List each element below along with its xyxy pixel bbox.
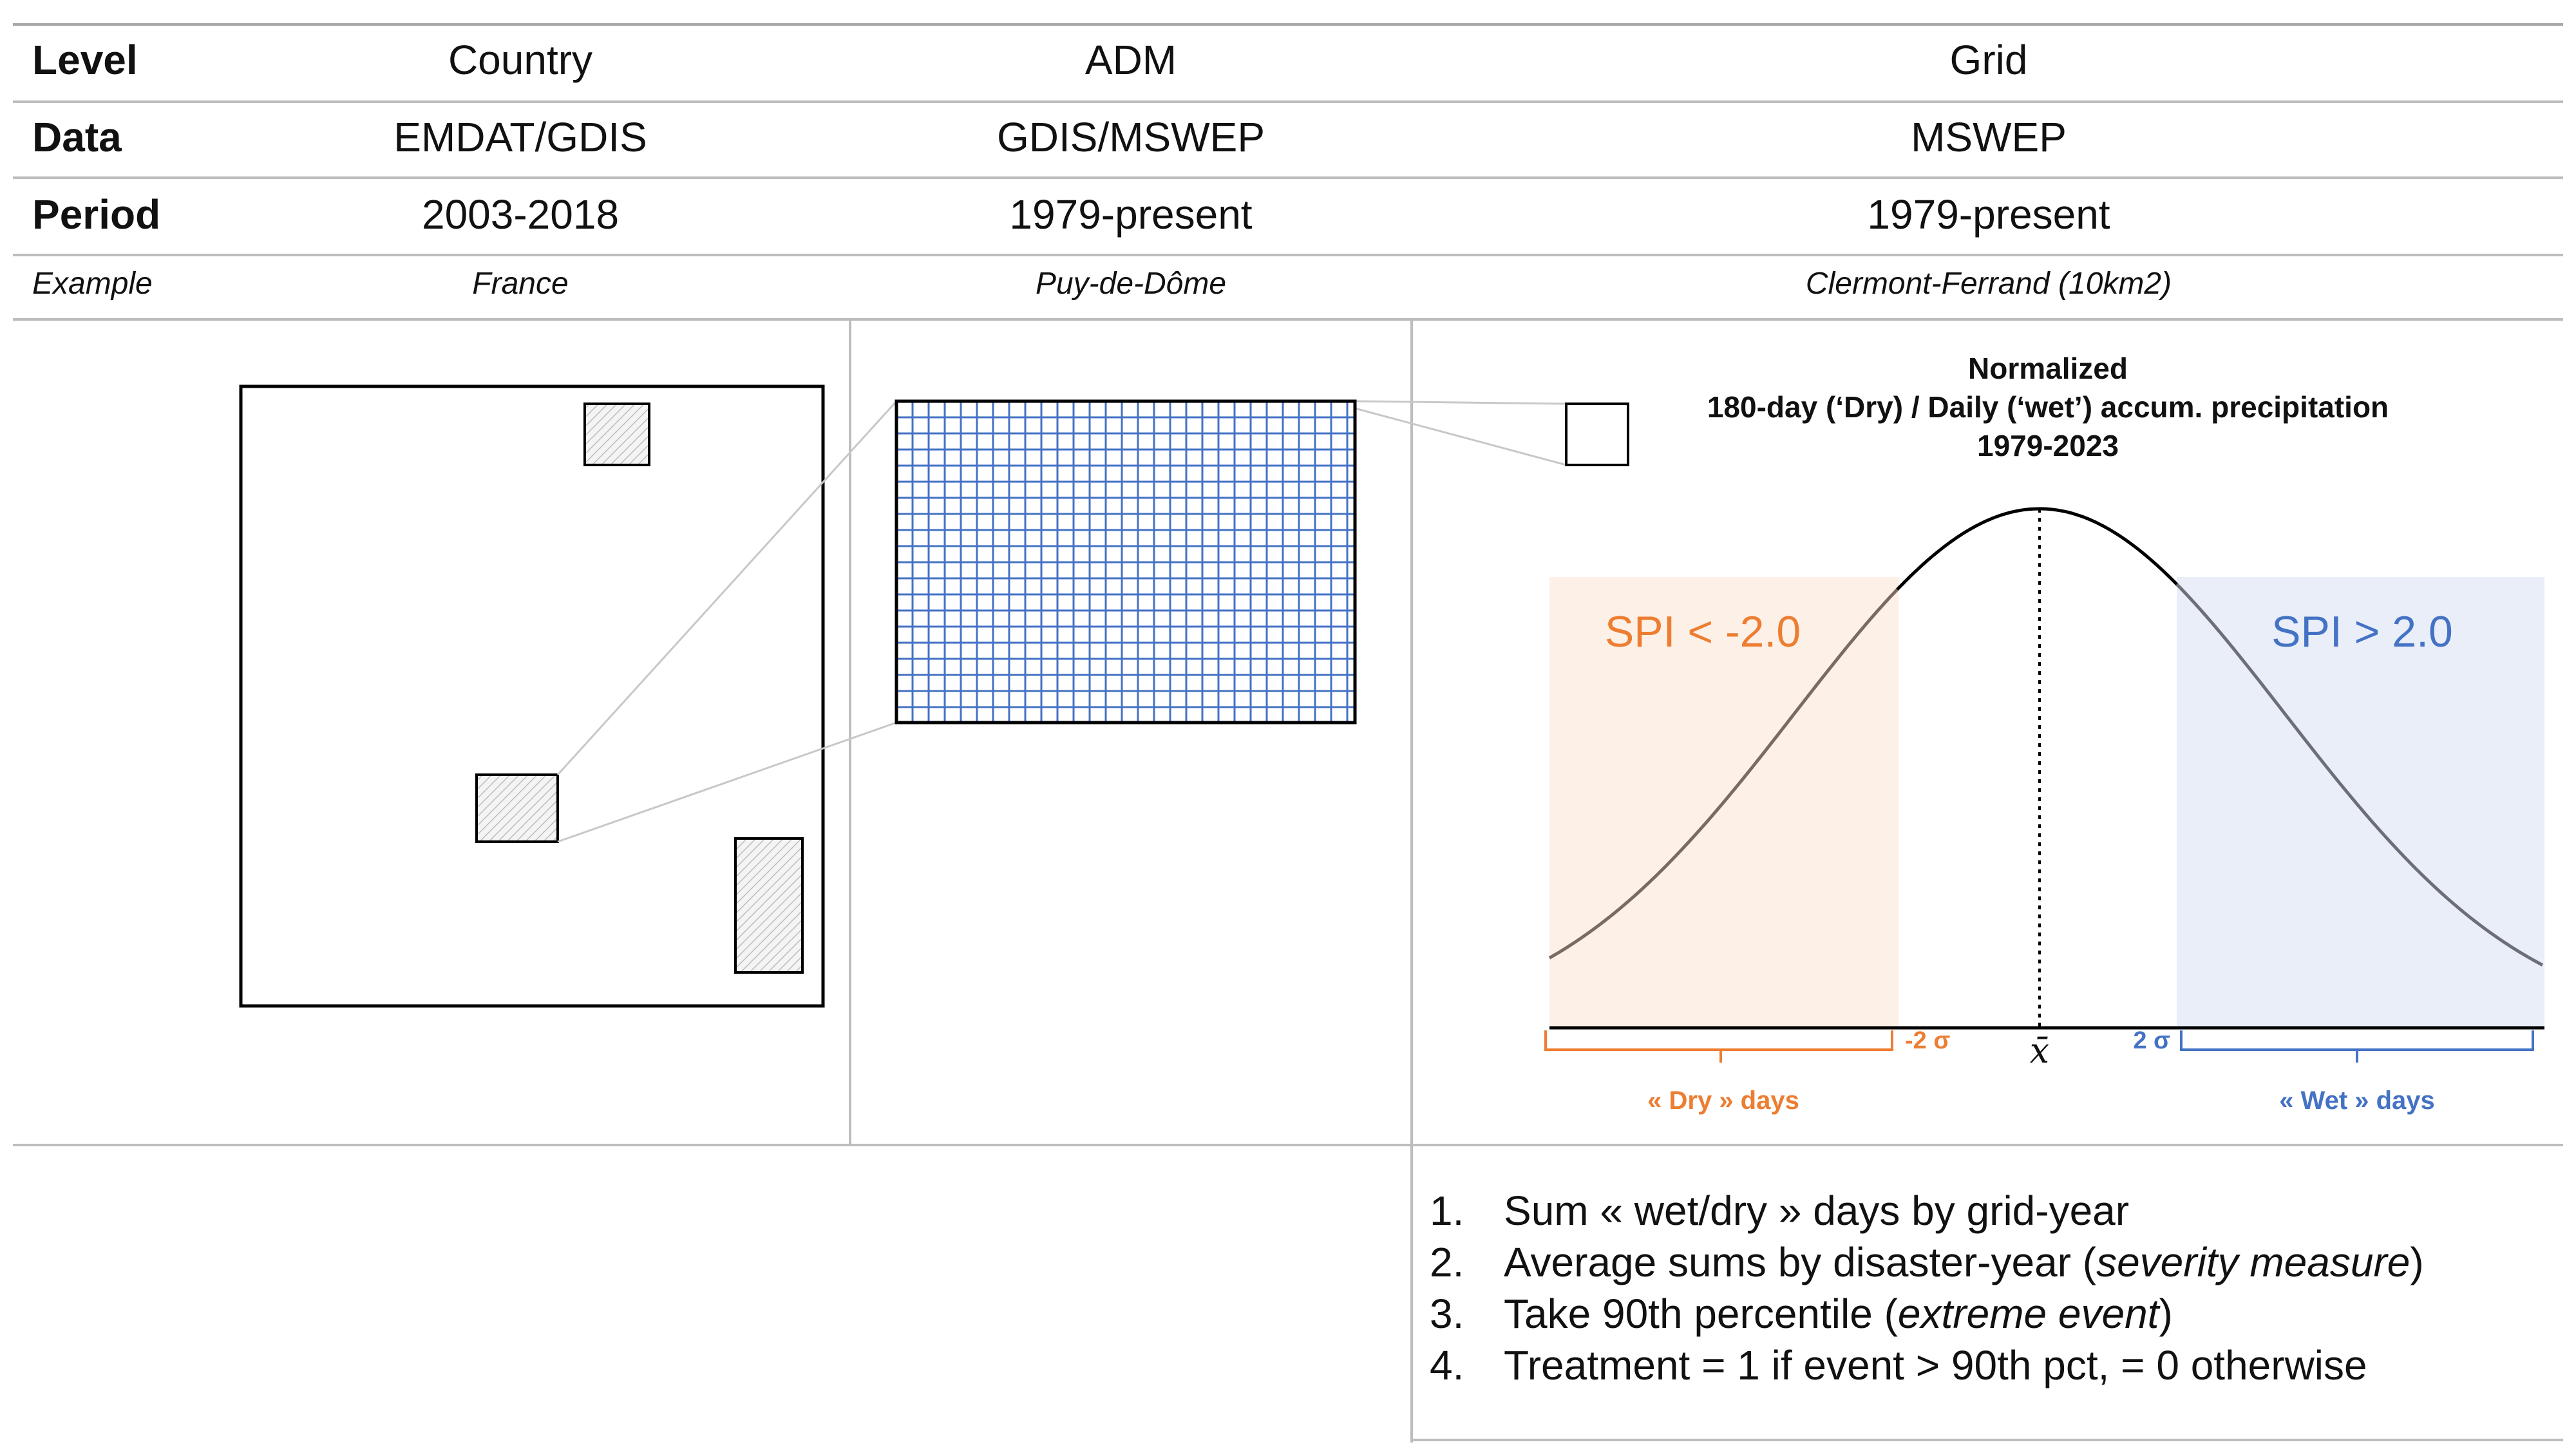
panel-divider-adm-grid xyxy=(1410,318,1413,1443)
step-item: 3. Take 90th percentile (extreme event) xyxy=(1430,1288,2424,1340)
level-adm: ADM xyxy=(1084,37,1177,83)
grid-cell-box xyxy=(1565,402,1629,466)
step-text: Treatment = 1 if event > 90th pct, = 0 o… xyxy=(1504,1340,2367,1391)
period-adm: 1979-present xyxy=(1009,191,1253,238)
method-steps-list: 1. Sum « wet/dry » days by grid-year 2. … xyxy=(1430,1185,2424,1391)
wet-days-brace xyxy=(2180,1030,2534,1063)
wet-tail-curve-segment xyxy=(2175,583,2544,967)
step-number: 1. xyxy=(1430,1188,1464,1234)
dry-days-label: « Dry » days xyxy=(1647,1086,1799,1115)
minus-two-sigma-label: -2 σ xyxy=(1905,1027,1950,1054)
step-text-part: ) xyxy=(2410,1239,2424,1285)
step-text: Sum « wet/dry » days by grid-year xyxy=(1504,1185,2129,1236)
mean-symbol: x̄ xyxy=(2030,1030,2049,1071)
adm-region-tall xyxy=(734,837,804,974)
zoom-line-grid-top xyxy=(1354,400,1567,405)
data-adm: GDIS/MSWEP xyxy=(996,114,1265,160)
data-grid: MSWEP xyxy=(1911,114,2067,160)
step-text: Average sums by disaster-year (severity … xyxy=(1504,1236,2424,1288)
adm-region-small xyxy=(583,402,650,466)
panel-bottom-rule xyxy=(13,1144,2563,1146)
adm-region-selected xyxy=(475,773,559,843)
step-text-emphasis: extreme event xyxy=(1897,1291,2159,1337)
row-divider xyxy=(13,176,2563,179)
example-adm: Puy-de-Dôme xyxy=(1035,267,1227,301)
step-text-part: Average sums by disaster-year ( xyxy=(1504,1239,2097,1285)
dry-tail-curve-segment xyxy=(1548,588,1899,960)
row-divider xyxy=(13,100,2563,103)
row-label-data: Data xyxy=(32,114,122,160)
table-top-rule xyxy=(13,23,2563,26)
dry-days-brace xyxy=(1544,1030,1893,1063)
row-divider xyxy=(13,318,2563,321)
row-divider xyxy=(13,254,2563,256)
steps-bottom-rule xyxy=(1410,1439,2563,1441)
row-label-example: Example xyxy=(32,267,153,301)
row-label-period: Period xyxy=(32,191,161,238)
distribution-title-line-3: 1979-2023 xyxy=(1977,429,2119,462)
level-grid: Grid xyxy=(1949,37,2028,83)
zoom-line-bottom xyxy=(557,721,897,843)
adm-grid xyxy=(896,401,1355,723)
example-country: France xyxy=(472,267,569,301)
panel-divider-country-adm xyxy=(849,318,851,1145)
dry-region-label: SPI < -2.0 xyxy=(1605,607,1801,656)
row-label-level: Level xyxy=(32,37,138,83)
distribution-title-line-1: Normalized xyxy=(1968,352,2128,385)
step-text-part: Sum « wet/dry » days by grid-year xyxy=(1504,1188,2130,1234)
step-text: Take 90th percentile (extreme event) xyxy=(1504,1288,2173,1340)
period-grid: 1979-present xyxy=(1867,191,2110,238)
zoom-line-grid-bottom xyxy=(1354,407,1567,466)
wet-region-label: SPI > 2.0 xyxy=(2271,607,2453,656)
step-text-part: Take 90th percentile ( xyxy=(1504,1291,1898,1337)
wet-days-label: « Wet » days xyxy=(2279,1086,2435,1115)
example-grid: Clermont-Ferrand (10km2) xyxy=(1805,267,2172,301)
country-map-outline xyxy=(239,384,825,1008)
period-country: 2003-2018 xyxy=(421,191,620,238)
plus-two-sigma-label: 2 σ xyxy=(2133,1027,2170,1054)
step-item: 4. Treatment = 1 if event > 90th pct, = … xyxy=(1430,1340,2424,1391)
step-number: 2. xyxy=(1430,1239,1464,1285)
zoom-line-top xyxy=(556,400,898,776)
level-country: Country xyxy=(448,37,593,83)
step-number: 3. xyxy=(1430,1291,1464,1337)
step-number: 4. xyxy=(1430,1342,1464,1388)
step-text-emphasis: severity measure xyxy=(2096,1239,2410,1285)
normal-distribution-curve xyxy=(1896,507,2179,591)
step-text-part: Treatment = 1 if event > 90th pct, = 0 o… xyxy=(1504,1342,2367,1388)
step-text-part: ) xyxy=(2159,1291,2173,1337)
data-country: EMDAT/GDIS xyxy=(393,114,647,160)
distribution-title-line-2: 180-day (‘Dry) / Daily (‘wet’) accum. pr… xyxy=(1707,390,2389,424)
step-item: 1. Sum « wet/dry » days by grid-year xyxy=(1430,1185,2424,1236)
step-item: 2. Average sums by disaster-year (severi… xyxy=(1430,1236,2424,1288)
adm-grid-outline xyxy=(895,399,1357,724)
